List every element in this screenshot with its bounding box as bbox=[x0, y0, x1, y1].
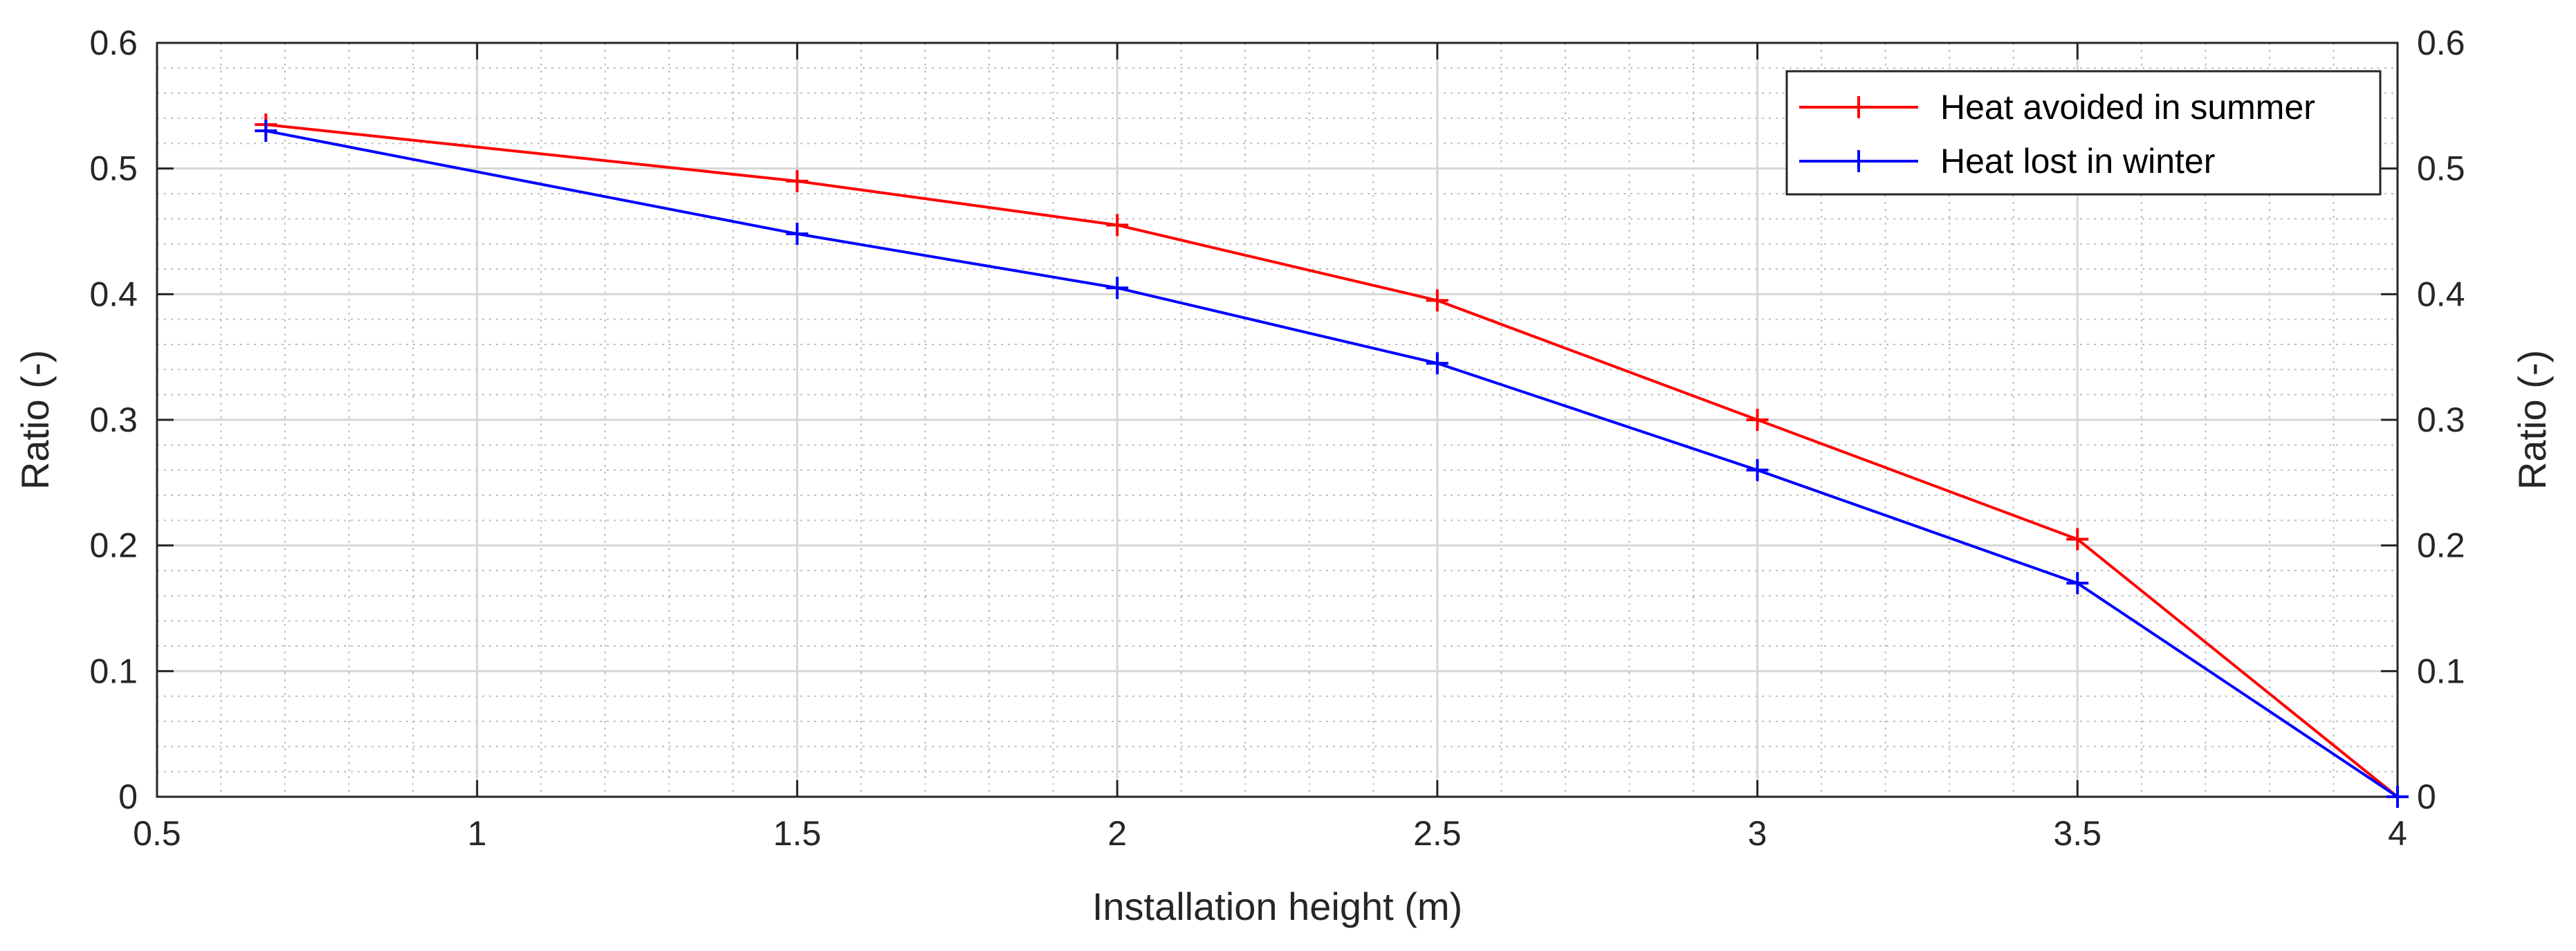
y-tick-label-right: 0.1 bbox=[2417, 652, 2465, 690]
y-tick-label-left: 0.3 bbox=[89, 400, 138, 439]
data-point-1 bbox=[2066, 572, 2089, 595]
legend-label: Heat lost in winter bbox=[1940, 142, 2215, 181]
y-tick-label-right: 0.3 bbox=[2417, 400, 2465, 439]
data-point-1 bbox=[1426, 352, 1448, 375]
x-tick-label: 3 bbox=[1748, 814, 1767, 853]
y-axis-title-right: Ratio (-) bbox=[2510, 350, 2554, 490]
y-tick-label-left: 0.4 bbox=[89, 275, 138, 313]
data-point-1 bbox=[1106, 277, 1129, 299]
y-tick-label-left: 0.1 bbox=[89, 652, 138, 690]
data-point-1 bbox=[2386, 786, 2409, 808]
data-point-0 bbox=[1426, 289, 1448, 312]
legend-label: Heat avoided in summer bbox=[1940, 88, 2315, 127]
y-tick-label-right: 0.6 bbox=[2417, 24, 2465, 62]
series-layer bbox=[255, 113, 2409, 808]
x-axis-title: Installation height (m) bbox=[1092, 885, 1462, 928]
y-axis-title-left: Ratio (-) bbox=[13, 350, 57, 490]
y-tick-label-right: 0.4 bbox=[2417, 275, 2465, 313]
axis-ticks bbox=[156, 41, 2399, 798]
x-tick-label: 3.5 bbox=[2054, 814, 2102, 853]
x-tick-label: 2 bbox=[1107, 814, 1127, 853]
data-point-0 bbox=[1746, 409, 1769, 431]
y-tick-label-right: 0.2 bbox=[2417, 526, 2465, 565]
data-point-0 bbox=[2066, 528, 2089, 551]
x-tick-label: 1.5 bbox=[773, 814, 822, 853]
y-tick-label-left: 0.6 bbox=[89, 24, 138, 62]
legend-entries: Heat avoided in summer Heat lost in winte… bbox=[1799, 88, 2315, 181]
y-tick-label-left: 0.5 bbox=[89, 149, 138, 188]
x-tick-label: 4 bbox=[2388, 814, 2407, 853]
legend: Heat avoided in summer Heat lost in winte… bbox=[1785, 70, 2382, 196]
legend-entry: Heat lost in winter bbox=[1799, 142, 2215, 181]
x-tick-label: 1 bbox=[468, 814, 487, 853]
data-point-1 bbox=[1746, 459, 1769, 481]
y-tick-label-right: 0 bbox=[2417, 777, 2436, 816]
y-tick-label-right: 0.5 bbox=[2417, 149, 2465, 188]
data-point-1 bbox=[255, 120, 277, 142]
y-tick-label-left: 0 bbox=[118, 777, 138, 816]
data-point-0 bbox=[1106, 214, 1129, 237]
y-tick-label-left: 0.2 bbox=[89, 526, 138, 565]
data-point-0 bbox=[786, 169, 809, 192]
x-tick-label: 2.5 bbox=[1413, 814, 1462, 853]
legend-entry: Heat avoided in summer bbox=[1799, 88, 2315, 127]
data-point-1 bbox=[786, 223, 809, 246]
tick-labels: 0.5 1 1.5 2 2.5 3 3.5 40 00.1 0.10.2 0.20.3 0.30.4 0… bbox=[89, 24, 2465, 853]
x-tick-label: 0.5 bbox=[133, 814, 181, 853]
legend-box bbox=[1785, 70, 2382, 196]
